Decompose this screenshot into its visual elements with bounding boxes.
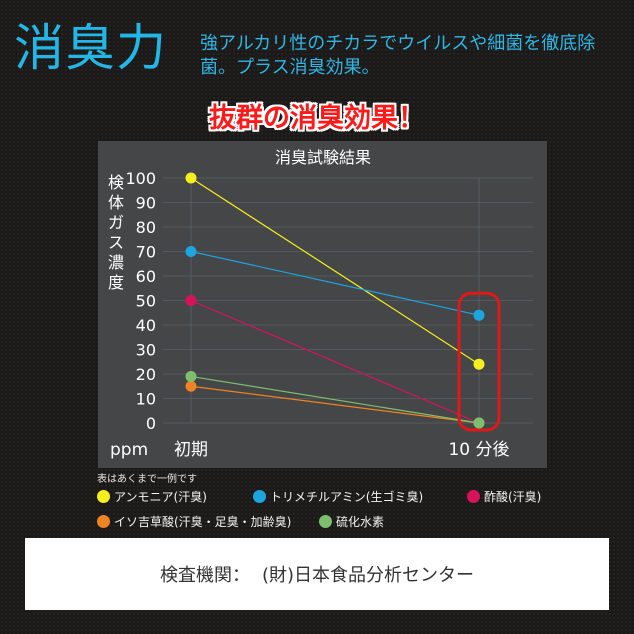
y-tick-label: 0 [146, 414, 156, 433]
legend-label: トリメチルアミン(生ゴミ臭) [270, 490, 424, 504]
chart-panel: 消臭試験結果 検体ガス濃度 0 10 20 30 40 50 60 70 80 90 100 初期 1… [98, 141, 547, 468]
y-axis-label-char: ス [108, 233, 124, 252]
y-tick-label: 100 [125, 169, 156, 188]
legend-dot [97, 490, 110, 503]
series-line [190, 299, 480, 424]
legend-label: 酢酸(汗臭) [484, 490, 542, 504]
legend-dot [253, 490, 266, 503]
data-point [185, 295, 197, 306]
series-line [190, 177, 480, 365]
legend-dot [319, 515, 332, 528]
data-point [185, 172, 197, 184]
data-point [473, 358, 485, 370]
data-point [185, 246, 197, 257]
legend-dot [97, 515, 110, 528]
legend-dot [467, 490, 480, 503]
highlight-rect [457, 291, 501, 432]
legend-item-isovaleric-acid: イソ吉草酸(汗臭・足臭・加齢臭) [97, 513, 291, 530]
series-points [185, 172, 485, 429]
legend-label: アンモニア(汗臭) [114, 490, 207, 504]
y-axis-label-char: 濃 [108, 253, 124, 272]
legend-label: 硫化水素 [336, 515, 385, 529]
y-tick-label: 10 [136, 390, 156, 409]
y-axis-label-char: ガ [108, 213, 124, 232]
product-subtitle: 強アルカリ性のチカラでウイルスや細菌を徹底除菌。プラス消臭効果。 [200, 33, 596, 78]
chart-title: 消臭試験結果 [275, 148, 371, 167]
y-tick-label: 60 [136, 267, 156, 286]
series-line [190, 385, 480, 424]
series-line [190, 250, 480, 316]
legend-label: イソ吉草酸(汗臭・足臭・加齢臭) [114, 515, 292, 529]
banner-headline: 抜群の消臭効果！ [209, 103, 425, 134]
y-tick-label: 50 [136, 292, 156, 311]
y-axis-label-char: 体 [108, 193, 124, 212]
data-point [473, 417, 485, 429]
data-point [185, 380, 197, 392]
y-tick-labels: 0 10 20 30 40 50 60 70 80 90 100 [125, 169, 156, 433]
legend-item-ammonia: アンモニア(汗臭) [97, 488, 207, 505]
y-tick-label: 90 [136, 194, 156, 213]
testing-organization-box: 検査機関： (財)日本食品分析センター [25, 538, 609, 610]
highlight-box [457, 291, 501, 432]
y-axis-label-char: 度 [108, 273, 124, 292]
x-tick-labels: 初期 10 分後 [174, 440, 510, 460]
data-point [185, 370, 197, 382]
testing-organization-name: (財)日本食品分析センター [261, 565, 475, 586]
series-line [190, 375, 480, 424]
legend-item-hydrogen-sulfide: 硫化水素 [319, 513, 384, 530]
legend-item-acetic-acid: 酢酸(汗臭) [467, 488, 541, 505]
x-tick-label: 10 分後 [448, 440, 509, 460]
y-axis-label-char: 検 [108, 173, 124, 192]
x-tick-label: 初期 [174, 440, 208, 460]
product-title: 消臭力 [14, 19, 167, 77]
y-tick-label: 80 [136, 218, 156, 237]
y-unit-label: ppm [110, 440, 148, 460]
series-lines [190, 177, 480, 424]
y-tick-label: 30 [136, 341, 156, 360]
legend-note: 表はあくまで一例です [97, 474, 197, 485]
y-tick-label: 70 [136, 243, 156, 262]
data-point [473, 309, 485, 321]
testing-organization-label: 検査機関： [159, 565, 250, 586]
grid-lines [163, 177, 533, 424]
legend-item-trimethylamine: トリメチルアミン(生ゴミ臭) [253, 488, 423, 505]
y-tick-label: 20 [136, 365, 156, 384]
y-tick-label: 40 [136, 316, 156, 335]
